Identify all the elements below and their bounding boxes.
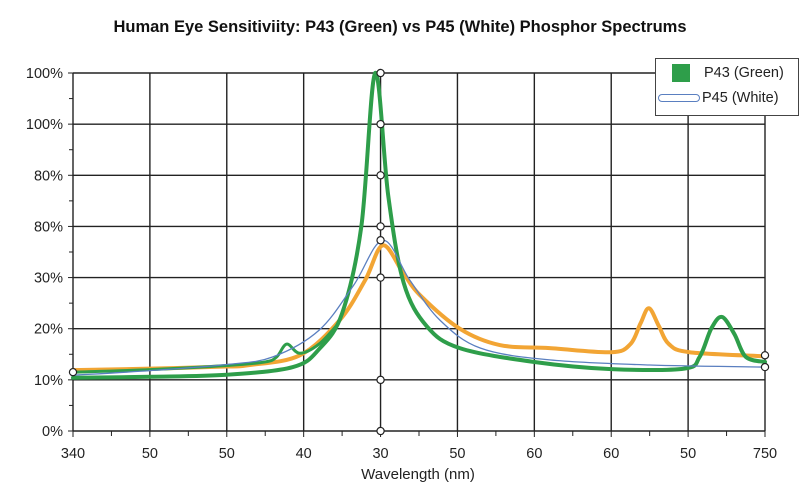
legend-swatch-green (672, 64, 690, 82)
legend-entry-p43: P43 (Green) (656, 64, 784, 82)
series-line-unlabeled-1 (71, 322, 340, 374)
y-tick-label: 10% (34, 373, 63, 389)
data-marker (376, 273, 385, 282)
x-tick-label: 30 (372, 446, 388, 462)
x-tick-label: 60 (603, 446, 619, 462)
y-tick-label: 80% (34, 219, 63, 235)
legend: P43 (Green) P45 (White) (655, 58, 799, 116)
data-marker (376, 375, 385, 385)
x-axis-label: Wavelength (nm) (361, 466, 475, 483)
series-line-p43-green (71, 70, 767, 380)
legend-swatch-white (658, 94, 700, 102)
x-tick-label: 40 (296, 446, 312, 462)
legend-entry-p45: P45 (White) (656, 90, 779, 106)
x-tick-label: 50 (142, 446, 158, 462)
y-tick-label: 100% (26, 66, 63, 82)
data-marker (376, 119, 385, 129)
data-marker (376, 426, 385, 436)
data-marker (760, 351, 770, 360)
series-line-unlabeled-3 (71, 243, 767, 373)
x-tick-label: 50 (219, 446, 235, 462)
y-tick-label: 80% (34, 168, 63, 184)
chart-title: Human Eye Sensitiviity: P43 (Green) vs P… (113, 18, 687, 36)
x-tick-label: 340 (61, 446, 85, 462)
series-line-p45-white (72, 239, 766, 376)
data-marker (376, 171, 385, 180)
data-marker (760, 362, 770, 372)
y-tick-label: 30% (34, 271, 63, 287)
y-tick-label: 100% (26, 117, 63, 133)
data-marker (376, 236, 385, 245)
data-marker (376, 222, 385, 231)
data-marker (68, 367, 78, 377)
x-tick-label: 50 (680, 446, 696, 462)
data-marker (376, 68, 385, 78)
y-tick-label: 20% (34, 322, 63, 338)
x-tick-label: 60 (526, 446, 542, 462)
legend-label: P43 (Green) (704, 65, 784, 81)
y-tick-label: 0% (42, 424, 63, 440)
x-tick-label: 50 (449, 446, 465, 462)
x-tick-label: 750 (753, 446, 777, 462)
legend-label: P45 (White) (702, 90, 779, 106)
